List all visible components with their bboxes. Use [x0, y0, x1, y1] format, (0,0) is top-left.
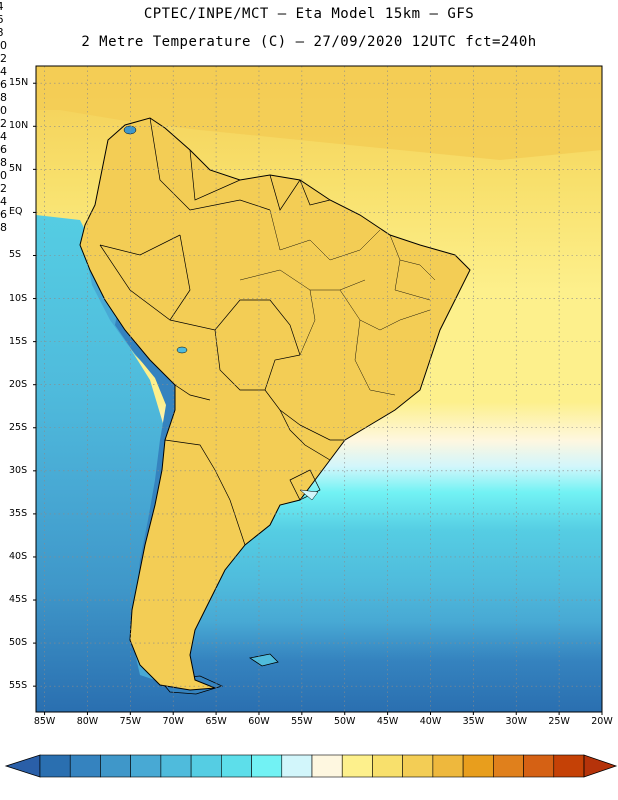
colorbar-tick-label: 20 [0, 104, 7, 117]
lat-label: 10S [9, 292, 28, 304]
colorbar-swatch [402, 754, 434, 778]
lon-label: 65W [205, 716, 227, 727]
colorbar-tick-label: 18 [0, 91, 7, 104]
falkland-islands [248, 653, 279, 667]
colorbar-tick-label: 28 [0, 156, 7, 169]
lon-label: 45W [376, 716, 399, 727]
lat-label: 45S [9, 594, 28, 606]
lon-label: 25W [548, 716, 570, 727]
colorbar-swatch [372, 754, 403, 778]
lon-label: 70W [162, 716, 184, 727]
colorbar-swatch [311, 754, 343, 778]
lon-label: 60W [248, 716, 270, 727]
lat-label: 15N [9, 77, 29, 89]
colorbar-under-arrow [4, 754, 41, 778]
tropical-warm-band [36, 66, 602, 160]
colorbar-swatch [69, 754, 101, 778]
colorbar-swatch [251, 754, 283, 778]
colorbar-swatch [281, 754, 313, 778]
colorbar-tick-label: 34 [0, 195, 7, 208]
lat-label: 40S [9, 550, 28, 562]
lat-label: 15S [9, 335, 28, 347]
lat-label: 30S [9, 464, 28, 476]
lon-label: 85W [33, 716, 56, 727]
lon-label: 20W [591, 716, 613, 727]
lon-label: 30W [505, 716, 527, 727]
lat-label: 5N [9, 163, 23, 175]
pacific-cold-region [36, 215, 165, 712]
lon-label: 35W [462, 716, 485, 727]
colorbar-tick-label: 12 [0, 52, 7, 65]
lat-label: EQ [9, 206, 23, 218]
lon-label: 50W [333, 716, 356, 727]
lat-label: 25S [9, 421, 28, 433]
colorbar-swatch [221, 754, 252, 778]
lat-label: 10N [9, 120, 29, 132]
colorbar-tick-label: 4 [0, 0, 12, 13]
country-borders [99, 117, 345, 546]
colorbar-tick-label: 8 [0, 26, 12, 39]
colorbar-tick-label: 16 [0, 78, 7, 91]
colorbar-swatch [553, 754, 585, 778]
colorbar-tick-label: 38 [0, 221, 7, 234]
colorbar-swatch [160, 754, 192, 778]
lake-titicaca [176, 346, 188, 354]
colorbar-swatch [432, 754, 464, 778]
map-field [36, 66, 602, 712]
colorbar-tick-label: 10 [0, 39, 7, 52]
map-title: CPTEC/INPE/MCT — Eta Model 15km — GFS [143, 6, 475, 22]
map-frame [35, 65, 603, 713]
colorbar-swatch [190, 754, 222, 778]
colorbar-swatch [341, 754, 373, 778]
colorbar-swatch [493, 754, 524, 778]
colorbar-swatch [100, 754, 131, 778]
colorbar-tick-label: 26 [0, 143, 7, 156]
colorbar-tick-label: 14 [0, 65, 7, 78]
map-subtitle: 2 Metre Temperature (C) — 27/09/2020 12U… [81, 34, 537, 50]
colorbar-tick-label: 24 [0, 130, 7, 143]
colorbar-tick-label: 6 [0, 13, 12, 26]
colorbar-over-arrow [583, 754, 618, 778]
state-borders [239, 209, 436, 396]
colorbar-swatch [523, 754, 555, 778]
colorbar-swatch [462, 754, 494, 778]
colorbar-tick-label: 22 [0, 117, 7, 130]
colorbar-swatch [39, 754, 71, 778]
lon-label: 40W [419, 716, 442, 727]
lon-label: 75W [119, 716, 142, 727]
lon-label: 80W [76, 716, 99, 727]
lat-label: 20S [9, 378, 28, 390]
lat-label: 55S [9, 680, 28, 692]
lagoa-dos-patos [299, 489, 319, 501]
axis-ticks [33, 82, 603, 715]
colorbar-tick-label: 32 [0, 182, 7, 195]
lon-label: 55W [291, 716, 313, 727]
colorbar-labels: 468101214161820222426283032343638 [0, 0, 618, 234]
lat-label: 50S [9, 637, 28, 649]
colorbar-swatch [130, 754, 162, 778]
lake-maracaibo [123, 125, 137, 135]
colorbar-tick-label: 30 [0, 169, 7, 182]
lat-label: 35S [9, 507, 28, 519]
colorbar-tick-label: 36 [0, 208, 7, 221]
lat-label: 5S [9, 249, 22, 261]
